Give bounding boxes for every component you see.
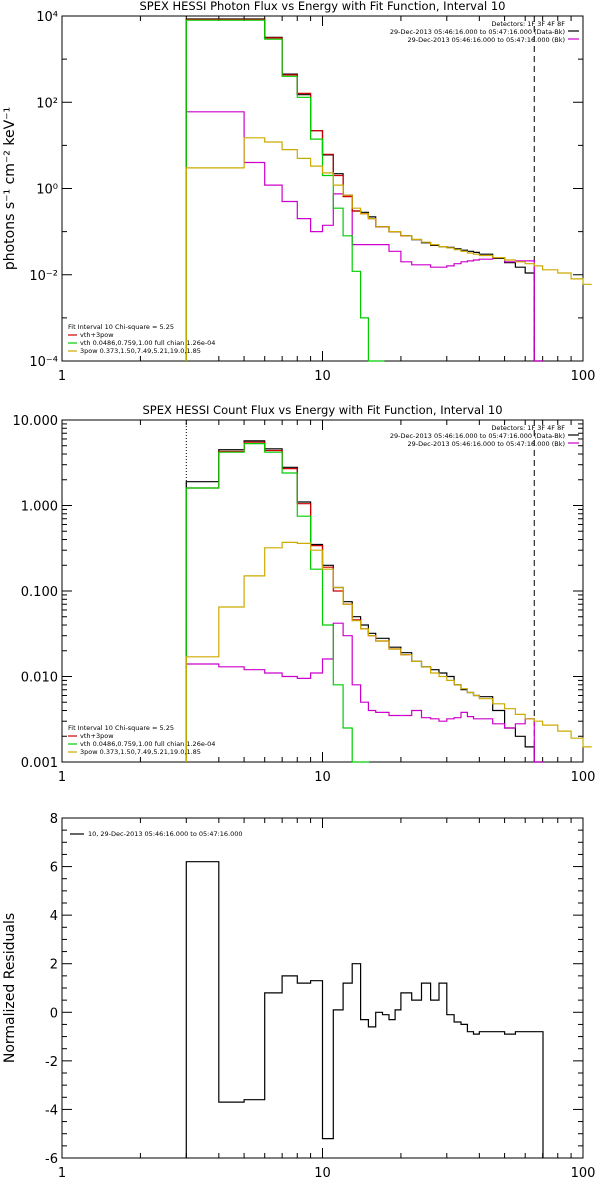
x-tick-label: 1 (58, 1166, 66, 1181)
x-tick-label: 10 (314, 369, 331, 384)
series-bk-line (185, 622, 543, 763)
y-tick-label: 10² (36, 96, 58, 111)
fit-text-3: 3pow 0.373,1.50,7.49,5.21,19.0,1.85 (80, 347, 201, 355)
y-tick-label: 10.000 (13, 414, 59, 429)
fit-text-2: vth 0.0486,0.759,1.00 full chian 1.26e-0… (80, 740, 215, 748)
header-text-2: 29-Dec-2013 05:46:16.000 to 05:47:16.000… (408, 440, 566, 448)
x-tick-label: 100 (571, 369, 596, 384)
y-tick-label: 2 (50, 958, 58, 973)
chart-title: SPEX HESSI Photon Flux vs Energy with Fi… (139, 0, 505, 13)
chart-panel-3: 1 10 100 -6 -4 -2 0 2 4 6 8 Normalized Residuals 10,… (2, 812, 595, 1181)
series-bk-line (185, 111, 543, 362)
fit-text-1: vth+3pow (80, 732, 114, 740)
y-tick-label: 10⁻² (29, 269, 58, 284)
y-tick-label: 0.100 (21, 585, 58, 600)
series-data-bk-line (185, 440, 543, 763)
fit-text-0: Fit Interval 10 Chi-square = 5.25 (68, 323, 174, 331)
y-tick-label: 10⁻⁴ (29, 355, 58, 370)
fit-text-0: Fit Interval 10 Chi-square = 5.25 (68, 724, 174, 732)
y-tick-label: 6 (50, 861, 58, 876)
y-tick-label: 4 (50, 909, 58, 924)
y-axis-label: photons s⁻¹ cm⁻² keV⁻¹ (2, 107, 18, 270)
y-tick-label: 0.010 (21, 671, 58, 686)
y-tick-label: 10⁴ (36, 10, 58, 25)
x-tick-label: 100 (571, 770, 596, 785)
series-vth-3pow-line (185, 18, 410, 361)
series-vth-3pow-line (185, 441, 410, 762)
header-text-0: Detectors: 1F 3F 4F 8F (491, 20, 565, 28)
series-3pow-line (185, 137, 592, 361)
fit-text-3: 3pow 0.373,1.50,7.49,5.21,19.0,1.85 (80, 748, 201, 756)
x-tick-label: 10 (314, 770, 331, 785)
y-tick-label: 0 (50, 1006, 58, 1021)
legend-label: 10, 29-Dec-2013 05:46:16.000 to 05:47:16… (88, 830, 243, 838)
y-tick-label: -4 (45, 1103, 58, 1118)
chart-panel-2: SPEX HESSI Count Flux vs Energy with Fit… (13, 403, 596, 785)
header-text-0: Detectors: 1F 3F 4F 8F (491, 424, 565, 432)
x-tick-label: 1 (58, 770, 66, 785)
chart-panel-1: SPEX HESSI Photon Flux vs Energy with Fi… (2, 0, 595, 384)
y-tick-label: 8 (50, 812, 58, 827)
series-10-29-dec-2013-05-46-16-000-to-05-47-16-000-line (185, 861, 544, 1158)
header-text-2: 29-Dec-2013 05:46:16.000 to 05:47:16.000… (408, 36, 566, 44)
chart-title: SPEX HESSI Count Flux vs Energy with Fit… (142, 403, 502, 417)
y-tick-label: -6 (45, 1152, 58, 1167)
x-tick-label: 10 (314, 1166, 331, 1181)
y-tick-label: 10⁰ (36, 183, 58, 198)
x-tick-label: 100 (571, 1166, 596, 1181)
fit-text-1: vth+3pow (80, 331, 114, 339)
fit-text-2: vth 0.0486,0.759,1.00 full chian 1.26e-0… (80, 339, 215, 347)
series-3pow-line (185, 541, 592, 762)
y-tick-label: 1.000 (21, 500, 58, 515)
header-text-1: 29-Dec-2013 05:46:16.000 to 05:47:16.000… (390, 432, 565, 440)
y-axis-label: Normalized Residuals (2, 913, 18, 1063)
series-data-bk-line (185, 18, 543, 362)
series-vth-line (185, 19, 385, 362)
plot-frame (61, 15, 584, 362)
y-tick-label: 0.001 (21, 756, 58, 771)
series-vth-line (185, 443, 370, 763)
x-tick-label: 1 (58, 369, 66, 384)
header-text-1: 29-Dec-2013 05:46:16.000 to 05:47:16.000… (390, 28, 565, 36)
y-tick-label: -2 (45, 1055, 58, 1070)
